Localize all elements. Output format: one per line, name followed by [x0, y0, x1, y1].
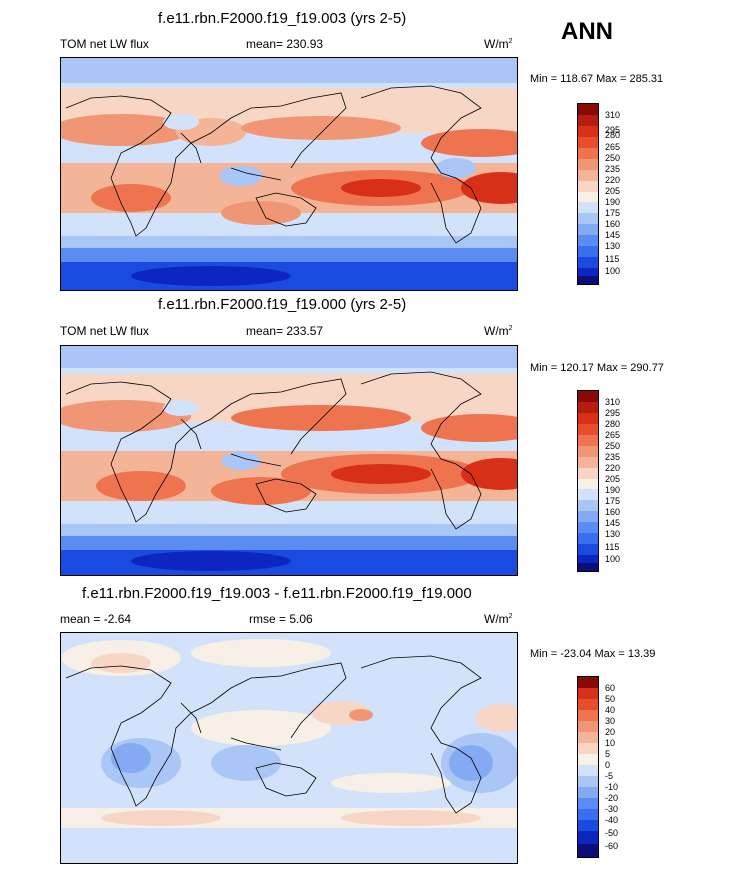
- panel2-cbar-tick: 310: [605, 397, 621, 407]
- panel1-colorbar: [577, 103, 599, 285]
- panel2-cbar-tick: 145: [605, 518, 621, 528]
- panel1-cbar-tick: 220: [605, 175, 621, 185]
- panel3-colorbar: [577, 676, 599, 858]
- panel1-cbar-tick: 100: [605, 266, 621, 276]
- panel2-cbar-tick: 265: [605, 430, 621, 440]
- panel1-units-exp: 2: [508, 38, 513, 45]
- panel3-title: f.e11.rbn.F2000.f19_f19.003 - f.e11.rbn.…: [82, 585, 472, 602]
- panel3-cbar-tick: -10: [605, 782, 619, 792]
- panel3-cbar-tick: 20: [605, 727, 616, 737]
- panel3-cbar-tick: 30: [605, 716, 616, 726]
- panel3-cbar-tick: 40: [605, 705, 616, 715]
- panel3-minmax: Min = -23.04 Max = 13.39: [530, 648, 656, 660]
- panel3-mean-label: mean = -2.64: [60, 612, 132, 626]
- panel3-cbar-tick: -40: [605, 815, 619, 825]
- panel1-cbar-tick: 235: [605, 164, 621, 174]
- panel1-cbar-tick: 145: [605, 230, 621, 240]
- panel1-cbar-tick: 310: [605, 110, 621, 120]
- panel3-cbar-tick: -50: [605, 828, 619, 838]
- panel2-title: f.e11.rbn.F2000.f19_f19.000 (yrs 2-5): [158, 296, 407, 313]
- panel2-cbar-tick: 205: [605, 474, 621, 484]
- panel1-map: [60, 57, 518, 291]
- panel3-cbar-tick: -60: [605, 841, 619, 851]
- panel1-units: W/m2: [484, 37, 513, 51]
- panel2-units: W/m2: [484, 324, 513, 338]
- panel2-variable-label: TOM net LW flux: [60, 324, 149, 338]
- panel2-cbar-tick: 175: [605, 496, 621, 506]
- panel2-cbar-tick: 295: [605, 408, 621, 418]
- panel1-cbar-tick: 250: [605, 153, 621, 163]
- panel2-mean-label: mean= 233.57: [246, 324, 324, 338]
- panel1-units-base: W/m: [484, 37, 509, 51]
- panel1-cbar-tick: 115: [605, 254, 620, 264]
- panel1-cbar-tick: 130: [605, 241, 621, 251]
- panel2-cbar-tick: 220: [605, 463, 621, 473]
- panel1-cbar-tick: 205: [605, 186, 621, 196]
- panel3-cbar-tick: 50: [605, 694, 616, 704]
- panel2-map: [60, 345, 518, 576]
- panel3-units-base: W/m: [484, 612, 509, 626]
- panel1-cbar-tick: 280: [605, 130, 621, 140]
- panel2-cbar-tick: 250: [605, 441, 621, 451]
- panel2-cbar-tick: 280: [605, 419, 621, 429]
- panel3-cbar-tick: -20: [605, 793, 619, 803]
- panel3-cbar-tick: -30: [605, 804, 619, 814]
- panel3-cbar-tick: 5: [605, 749, 611, 759]
- panel3-map: [60, 632, 518, 864]
- panel2-cbar-tick: 235: [605, 452, 621, 462]
- panel2-units-exp: 2: [508, 325, 513, 332]
- panel2-minmax: Min = 120.17 Max = 290.77: [530, 362, 664, 374]
- season-label: ANN: [561, 18, 613, 45]
- panel2-units-base: W/m: [484, 324, 509, 338]
- panel3-units: W/m2: [484, 612, 513, 626]
- panel3-cbar-tick: 0: [605, 760, 611, 770]
- panel1-mean-label: mean= 230.93: [246, 37, 324, 51]
- panel3-rmse-label: rmse = 5.06: [249, 612, 313, 626]
- panel1-title: f.e11.rbn.F2000.f19_f19.003 (yrs 2-5): [158, 10, 407, 27]
- panel3-cbar-tick: 10: [605, 738, 616, 748]
- panel1-variable-label: TOM net LW flux: [60, 37, 149, 51]
- panel1-cbar-tick: 190: [605, 197, 621, 207]
- panel2-cbar-tick: 100: [605, 554, 621, 564]
- panel3-cbar-tick: 60: [605, 683, 616, 693]
- panel1-minmax: Min = 118.67 Max = 285.31: [530, 73, 664, 85]
- panel1-cbar-tick: 175: [605, 208, 621, 218]
- panel1-cbar-tick: 265: [605, 142, 621, 152]
- panel2-cbar-tick: 160: [605, 507, 621, 517]
- panel2-cbar-tick: 130: [605, 529, 621, 539]
- panel3-cbar-tick: -5: [605, 771, 614, 781]
- panel2-cbar-tick: 190: [605, 485, 621, 495]
- panel3-units-exp: 2: [508, 613, 513, 620]
- panel2-colorbar: [577, 390, 599, 572]
- panel1-cbar-tick: 295: [605, 125, 621, 135]
- panel2-cbar-tick: 115: [605, 542, 620, 552]
- panel1-cbar-tick: 160: [605, 219, 621, 229]
